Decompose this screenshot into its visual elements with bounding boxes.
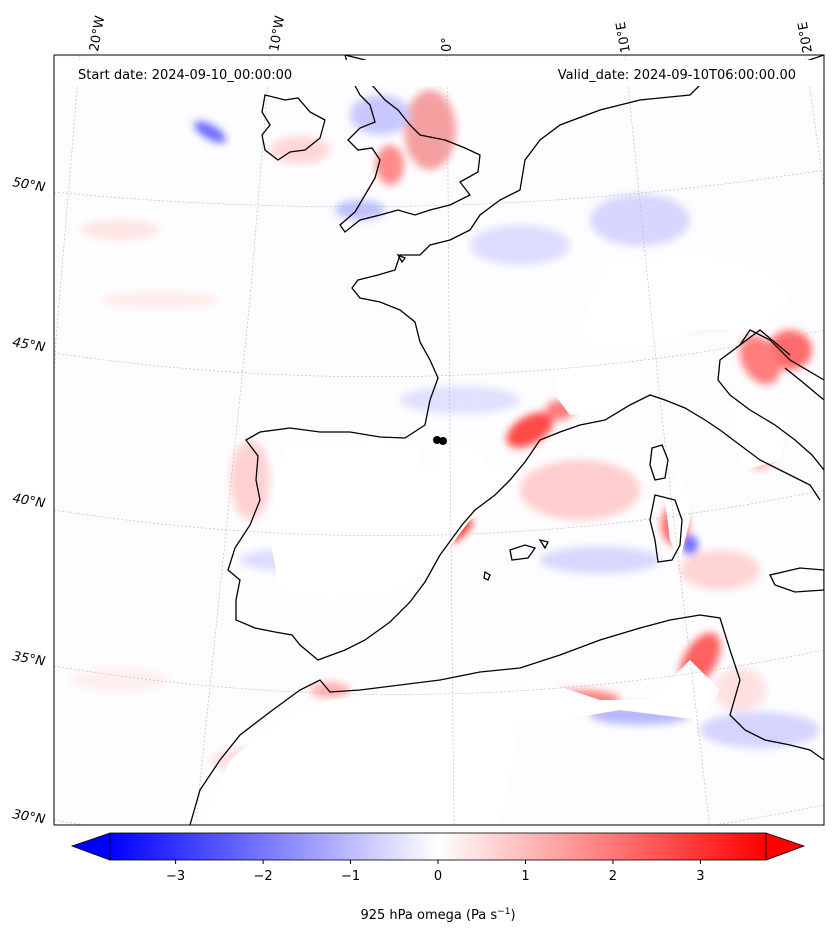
colorbar-tick-label: −3 (166, 869, 185, 884)
colorbar-high-extend (765, 832, 806, 861)
lat-label-50n: 50°N (11, 175, 46, 196)
colorbar: −3 −2 −1 0 1 2 3 925 hPa omega (Pa s−1) (70, 832, 806, 923)
colorbar-title-text: 925 hPa omega (Pa s (360, 908, 497, 923)
valid-date-label: Valid_date: 2024-09-10T06:00:00.00 (558, 68, 796, 83)
colorbar-title-exponent: −1 (497, 907, 510, 917)
longitude-labels: 20°W 10°W 0° 10°E 20°E (87, 15, 816, 54)
lat-label-45n: 45°N (11, 335, 46, 356)
colorbar-title: 925 hPa omega (Pa s−1) (360, 907, 515, 923)
colorbar-bar (109, 832, 767, 861)
graticule (54, 55, 824, 825)
lat-label-30n: 30°N (11, 807, 46, 828)
lon-label-10w: 10°W (267, 15, 288, 53)
lon-label-20e: 20°E (796, 21, 816, 54)
colorbar-tick-label: 3 (696, 869, 704, 884)
colorbar-tick-label: 2 (609, 869, 617, 884)
map-area: Start date: 2024-09-10_00:00:00 Valid_da… (54, 55, 824, 825)
lon-label-0: 0° (440, 37, 455, 52)
colorbar-tick-label: 0 (434, 869, 442, 884)
map-frame (53, 54, 825, 826)
marker-dots (433, 436, 447, 445)
colorbar-tick-label: −2 (253, 869, 272, 884)
coastlines (189, 55, 824, 825)
lon-label-20w: 20°W (87, 15, 108, 53)
colorbar-tick-label: −1 (341, 869, 360, 884)
header-strip (54, 60, 824, 86)
colorbar-low-extend (70, 832, 111, 861)
colorbar-tick-label: 1 (521, 869, 529, 884)
latitude-labels: 50°N 45°N 40°N 35°N 30°N (11, 175, 46, 828)
lat-label-40n: 40°N (11, 491, 46, 512)
lat-label-35n: 35°N (11, 649, 46, 670)
start-date-label: Start date: 2024-09-10_00:00:00 (78, 68, 292, 83)
colorbar-title-close: ) (510, 908, 515, 923)
masked-terrain (200, 255, 824, 825)
colorbar-ticks: −3 −2 −1 0 1 2 3 (166, 860, 705, 884)
lon-label-10e: 10°E (614, 21, 634, 54)
